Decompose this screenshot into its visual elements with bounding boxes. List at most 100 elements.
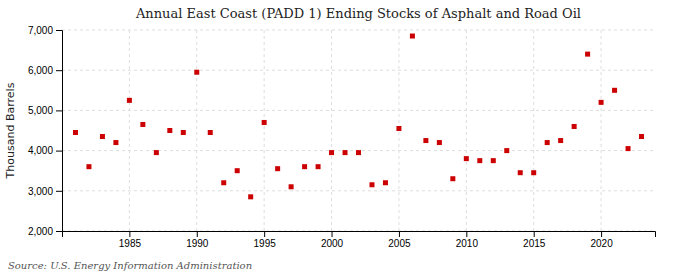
point: [599, 100, 604, 105]
point: [100, 134, 105, 139]
x-tick-mark: [534, 231, 535, 237]
point: [167, 128, 172, 133]
chart: 1985 1990 1995 2000 2005 2010 2015 2020 2,000 3,0…: [0, 0, 675, 275]
x-tick-mark: [466, 231, 467, 237]
point: [437, 140, 442, 145]
y-tick: 6,000: [28, 65, 62, 76]
y-tick-label: 2,000: [28, 226, 53, 237]
x-tick-label: 1990: [186, 238, 209, 249]
x-tick-mark: [197, 231, 198, 237]
x-tick: 2010: [456, 231, 479, 249]
y-tick-mark: [56, 30, 62, 31]
point: [154, 150, 159, 155]
x-tick-label: 2020: [590, 238, 613, 249]
x-axis: 1985 1990 1995 2000 2005 2010 2015 2020: [63, 231, 656, 249]
point: [572, 124, 577, 129]
y-axis-label: Thousand Barrels: [4, 82, 17, 179]
point: [504, 148, 509, 153]
x-tick: 2015: [523, 231, 546, 249]
point: [612, 88, 617, 93]
plot-area: 1985 1990 1995 2000 2005 2010 2015 2020 2,000 3,0…: [28, 25, 656, 249]
grid-line: [264, 30, 265, 231]
x-tick-label: 2000: [321, 238, 344, 249]
x-tick-mark: [601, 231, 602, 237]
y-tick: 4,000: [28, 145, 62, 156]
x-axis-line: [63, 232, 656, 238]
point: [113, 140, 118, 145]
x-tick-label: 1995: [254, 238, 277, 249]
point: [477, 158, 482, 163]
point: [491, 158, 496, 163]
title: Annual East Coast (PADD 1) Ending Stocks…: [135, 6, 581, 21]
point: [423, 138, 428, 143]
x-tick-label: 2015: [523, 238, 546, 249]
y-axis: 2,000 3,000 4,000 5,000 6,000 7,000: [28, 25, 63, 237]
x-tick: 2000: [321, 231, 344, 249]
y-tick-label: 5,000: [28, 105, 53, 116]
point: [289, 184, 294, 189]
point: [585, 52, 590, 57]
grid-line: [601, 30, 602, 231]
x-tick-mark: [129, 231, 130, 237]
grid-line: [129, 30, 130, 231]
y-tick-label: 7,000: [28, 25, 53, 36]
point: [127, 98, 132, 103]
y-tick-mark: [56, 110, 62, 111]
y-tick-label: 3,000: [28, 186, 53, 197]
x-tick-mark: [332, 231, 333, 237]
point: [410, 34, 415, 39]
point: [302, 164, 307, 169]
x-tick: 1995: [254, 231, 277, 249]
point: [221, 180, 226, 185]
point: [396, 126, 401, 131]
y-tick-mark: [56, 231, 62, 232]
y-tick: 3,000: [28, 186, 62, 197]
y-tick-mark: [56, 191, 62, 192]
x-tick-mark: [399, 231, 400, 237]
y-tick-mark: [56, 151, 62, 152]
point: [639, 134, 644, 139]
grid-line: [331, 30, 332, 231]
point: [343, 150, 348, 155]
point: [369, 182, 374, 187]
source: Source: U.S. Energy Information Administ…: [8, 260, 252, 271]
point: [558, 138, 563, 143]
x-tick-label: 1985: [119, 238, 142, 249]
point: [356, 150, 361, 155]
grid-line: [62, 30, 655, 31]
point: [275, 166, 280, 171]
point: [329, 150, 334, 155]
point: [181, 130, 186, 135]
point: [383, 180, 388, 185]
grid-line: [196, 30, 197, 231]
grid-line: [62, 110, 655, 111]
x-tick: 2020: [590, 231, 613, 249]
y-tick-mark: [56, 70, 62, 71]
grid-line: [533, 30, 534, 231]
point: [140, 122, 145, 127]
point: [262, 120, 267, 125]
y-tick: 5,000: [28, 105, 62, 116]
point: [86, 164, 91, 169]
y-tick: 7,000: [28, 25, 62, 36]
point: [73, 130, 78, 135]
point: [464, 156, 469, 161]
grid-line: [62, 70, 655, 71]
x-tick-mark: [264, 231, 265, 237]
point: [518, 170, 523, 175]
point: [194, 70, 199, 75]
points: [73, 34, 644, 200]
y-tick-label: 6,000: [28, 65, 53, 76]
y-tick: 2,000: [28, 226, 62, 237]
point: [626, 146, 631, 151]
point: [545, 140, 550, 145]
x-tick: 1985: [119, 231, 142, 249]
grid-line: [62, 190, 655, 191]
point: [450, 176, 455, 181]
grid-line: [466, 30, 467, 231]
point: [531, 170, 536, 175]
point: [208, 130, 213, 135]
x-tick: 2005: [388, 231, 411, 249]
point: [235, 168, 240, 173]
point: [316, 164, 321, 169]
